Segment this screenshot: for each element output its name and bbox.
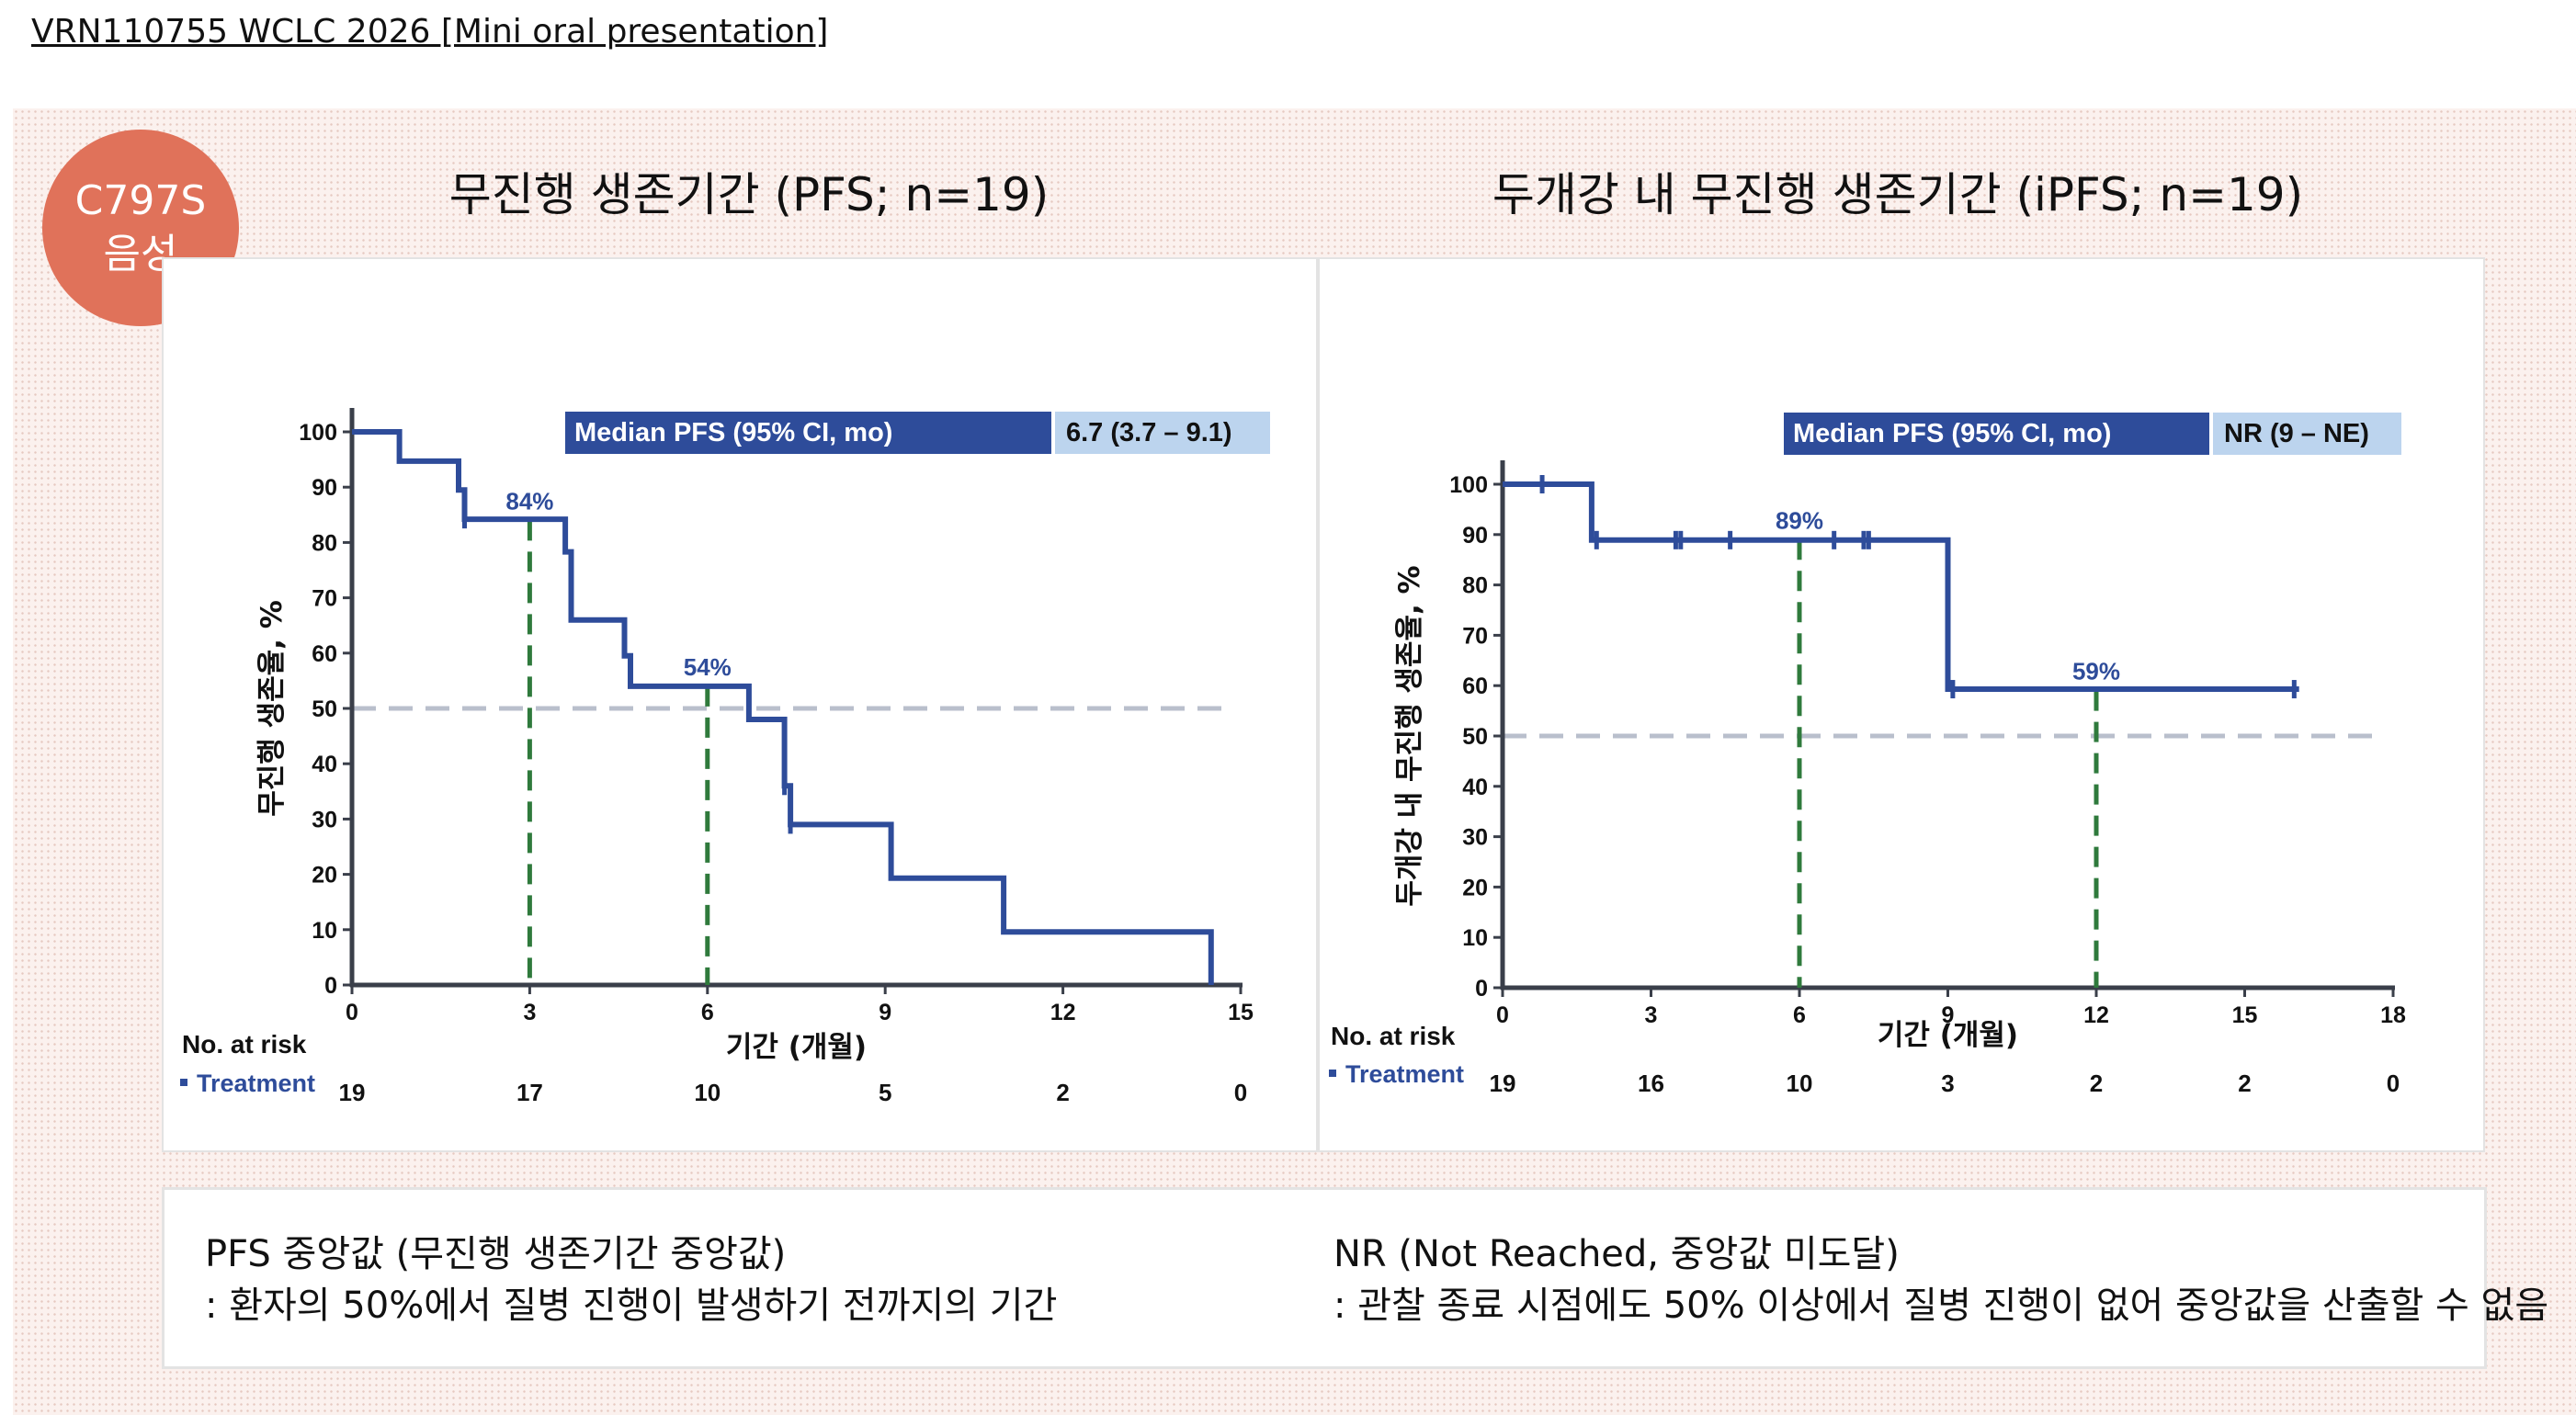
- ipfs-chart-title: 두개강 내 무진행 생존기간 (iPFS; n=19): [1492, 168, 2304, 221]
- y-tick-label: 20: [1462, 875, 1488, 900]
- x-tick-label: 6: [1793, 1002, 1806, 1028]
- y-tick-label: 50: [1462, 724, 1488, 750]
- y-tick-label: 90: [312, 475, 337, 501]
- nr-definition: NR (Not Reached, 중앙값 미도달) : 관찰 종료 시점에도 5…: [1333, 1228, 2548, 1331]
- y-tick-label: 0: [1475, 976, 1488, 1002]
- x-tick-label: 6: [701, 1000, 714, 1025]
- risk-count: 19: [1490, 1070, 1516, 1097]
- survival-percent-label: 84%: [505, 487, 553, 515]
- median-label-box: [565, 412, 1051, 454]
- median-value-box: [1055, 412, 1270, 454]
- survival-percent-label: 59%: [2072, 658, 2120, 685]
- median-value: NR (9 – NE): [2224, 419, 2369, 448]
- y-axis-label: 무진행 생존율, %: [255, 600, 289, 817]
- x-tick-label: 12: [2083, 1002, 2109, 1028]
- y-tick-label: 80: [312, 530, 337, 556]
- y-tick-label: 50: [312, 696, 337, 722]
- pfs-definition-title: PFS 중앙값 (무진행 생존기간 중앙값): [205, 1233, 787, 1275]
- x-axis-label: 기간 (개월): [1878, 1019, 2018, 1052]
- x-tick-label: 18: [2380, 1002, 2406, 1028]
- median-value-box: [2213, 413, 2401, 455]
- y-tick-label: 60: [312, 641, 337, 667]
- risk-count: 0: [2387, 1070, 2400, 1097]
- km-curve-treatment: [1503, 481, 2299, 692]
- median-value: 6.7 (3.7 – 9.1): [1066, 418, 1232, 447]
- median-label-box: [1784, 413, 2209, 455]
- y-tick-label: 80: [1462, 573, 1488, 599]
- x-tick-label: 12: [1050, 1000, 1076, 1025]
- pfs-definition: PFS 중앙값 (무진행 생존기간 중앙값) : 환자의 50%에서 질병 진행…: [205, 1228, 1057, 1331]
- risk-count: 16: [1638, 1070, 1664, 1097]
- y-tick-label: 100: [299, 420, 337, 446]
- pfs-definition-desc: : 환자의 50%에서 질병 진행이 발생하기 전까지의 기간: [205, 1285, 1058, 1327]
- km-curve-treatment: [352, 429, 1214, 985]
- y-tick-label: 70: [1462, 623, 1488, 649]
- pfs-chart-title: 무진행 생존기간 (PFS; n=19): [448, 168, 1050, 221]
- risk-group-marker: [180, 1079, 187, 1086]
- x-tick-label: 0: [346, 1000, 358, 1025]
- risk-table-label: No. at risk: [182, 1030, 307, 1058]
- x-tick-label: 3: [1645, 1002, 1658, 1028]
- y-tick-label: 70: [312, 586, 337, 612]
- y-tick-label: 90: [1462, 523, 1488, 549]
- risk-group-label: Treatment: [1345, 1060, 1464, 1088]
- risk-group-label: Treatment: [197, 1070, 315, 1097]
- x-tick-label: 9: [879, 1000, 891, 1025]
- y-tick-label: 100: [1449, 472, 1488, 498]
- risk-count: 5: [879, 1079, 891, 1106]
- y-tick-label: 0: [324, 973, 337, 999]
- risk-count: 17: [516, 1079, 543, 1106]
- x-tick-label: 15: [1228, 1000, 1254, 1025]
- x-tick-label: 15: [2232, 1002, 2258, 1028]
- risk-count: 0: [1234, 1079, 1247, 1106]
- y-tick-label: 10: [1462, 925, 1488, 951]
- survival-percent-label: 54%: [684, 653, 732, 681]
- definitions-box: PFS 중앙값 (무진행 생존기간 중앙값) : 환자의 50%에서 질병 진행…: [162, 1187, 2548, 1369]
- survival-percent-label: 89%: [1776, 506, 1823, 534]
- risk-count: 10: [694, 1079, 721, 1106]
- ipfs-km-chart: Median PFS (95% CI, mo) NR (9 – NE)010203…: [1329, 413, 2406, 1097]
- y-tick-label: 30: [1462, 825, 1488, 851]
- y-tick-label: 20: [312, 863, 337, 889]
- x-tick-label: 0: [1496, 1002, 1509, 1028]
- x-axis-label: 기간 (개월): [726, 1031, 867, 1064]
- y-tick-label: 30: [312, 807, 337, 832]
- risk-count: 10: [1787, 1070, 1813, 1097]
- risk-count: 19: [339, 1079, 366, 1106]
- ipfs-chart-panel: Median PFS (95% CI, mo) NR (9 – NE) 0 10 20 3…: [1318, 257, 2485, 1152]
- y-axis-label: 두개강 내 무진행 생존율, %: [1393, 565, 1426, 906]
- nr-definition-desc: : 관찰 종료 시점에도 50% 이상에서 질병 진행이 없어 중앙값을 산출할…: [1333, 1285, 2549, 1327]
- risk-table-label: No. at risk: [1331, 1022, 1456, 1050]
- document-title: VRN110755 WCLC 2026 [Mini oral presentat…: [31, 13, 829, 51]
- x-tick-label: 3: [523, 1000, 536, 1025]
- nr-definition-title: NR (Not Reached, 중앙값 미도달): [1333, 1233, 1900, 1275]
- risk-count: 3: [1941, 1070, 1954, 1097]
- pfs-km-chart: Median PFS (95% CI, mo) 6.7 (3.7 – 9.1) 0 1…: [180, 408, 1270, 1106]
- risk-group-marker: [1329, 1070, 1336, 1077]
- y-tick-label: 10: [312, 918, 337, 944]
- risk-count: 2: [2238, 1070, 2251, 1097]
- y-tick-label: 60: [1462, 674, 1488, 699]
- y-tick-label: 40: [1462, 775, 1488, 800]
- pfs-chart-panel: Median PFS (95% CI, mo) 6.7 (3.7 – 9.1) 0 1…: [162, 257, 1318, 1152]
- x-tick-label: 9: [1942, 1002, 1955, 1028]
- badge-line1: C797S: [74, 177, 207, 224]
- risk-count: 2: [2090, 1070, 2103, 1097]
- risk-count: 2: [1056, 1079, 1069, 1106]
- median-label: Median PFS (95% CI, mo): [1793, 419, 2111, 448]
- median-label: Median PFS (95% CI, mo): [574, 418, 892, 447]
- y-tick-label: 40: [312, 752, 337, 777]
